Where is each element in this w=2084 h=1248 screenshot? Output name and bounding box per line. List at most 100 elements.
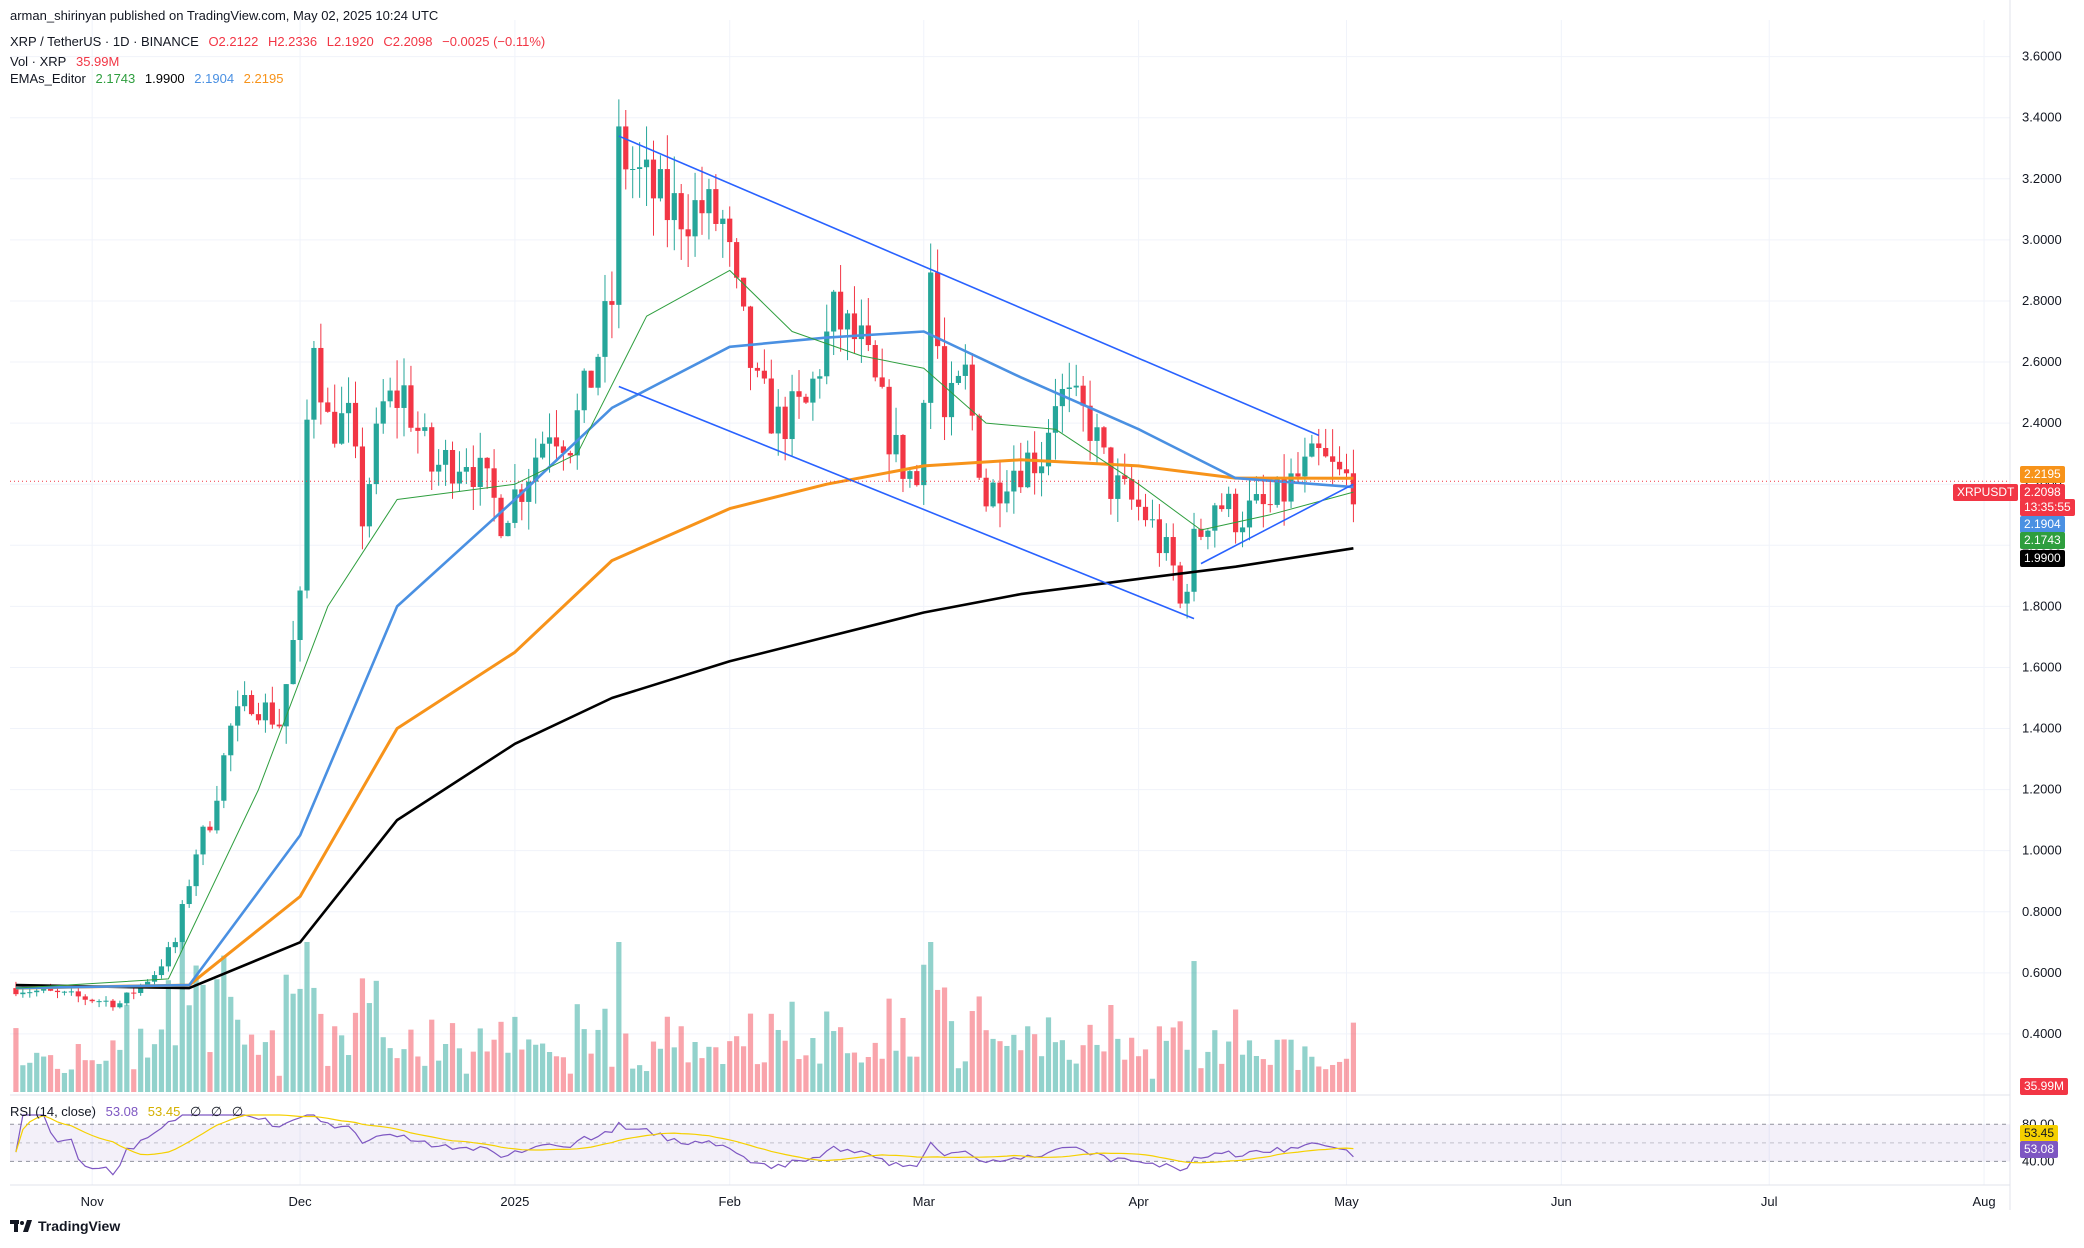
candle-body xyxy=(352,402,359,447)
candle-body xyxy=(907,471,913,479)
volume-bar xyxy=(886,998,892,1092)
candle-body xyxy=(20,992,26,995)
ema-legend[interactable]: EMAs_Editor 2.1743 1.9900 2.1904 2.2195 xyxy=(10,71,289,86)
candle-body xyxy=(789,391,795,440)
volume-bar xyxy=(1281,1039,1287,1092)
volume-bar xyxy=(470,1051,476,1092)
candle-body xyxy=(1219,505,1225,510)
volume-bar xyxy=(442,1044,449,1092)
candle-body xyxy=(401,385,407,408)
volume-bar xyxy=(803,1055,809,1092)
candle-body xyxy=(588,370,594,388)
candle-body xyxy=(449,449,456,484)
price-tick-label: 0.8000 xyxy=(2022,904,2062,919)
price-tick-label: 0.4000 xyxy=(2022,1026,2062,1041)
tag-volume: 35.99M xyxy=(2020,1078,2069,1095)
candle-body xyxy=(782,406,788,440)
volume-bar xyxy=(75,1044,81,1092)
rsi-legend[interactable]: RSI (14, close) 53.08 53.45 ∅ ∅ ∅ xyxy=(10,1104,249,1120)
volume-bar xyxy=(879,1058,885,1092)
candle-body xyxy=(158,966,165,976)
tradingview-logo[interactable]: TradingView xyxy=(10,1218,120,1234)
volume-bar xyxy=(484,1051,490,1092)
candle-body xyxy=(650,159,657,199)
volume-bar xyxy=(1004,1045,1010,1092)
volume-bar xyxy=(650,1041,657,1092)
candle-body xyxy=(1163,537,1169,554)
candle-body xyxy=(1198,528,1204,537)
volume-bar xyxy=(734,1036,740,1092)
volume-bar xyxy=(526,1039,532,1092)
price-tick-label: 1.2000 xyxy=(2022,782,2062,797)
volume-bar xyxy=(1094,1044,1100,1092)
volume-bar xyxy=(103,1060,109,1092)
volume-bar xyxy=(1239,1054,1246,1092)
candle-body xyxy=(1135,499,1142,507)
volume-bar xyxy=(138,1028,144,1092)
volume-bar xyxy=(221,955,227,1092)
volume-bar xyxy=(1080,1045,1086,1092)
candle-body xyxy=(1032,452,1038,474)
price-tick-label: 0.6000 xyxy=(2022,965,2062,980)
volume-bar xyxy=(817,1063,823,1092)
rsi-extra-2: ∅ xyxy=(210,1104,223,1119)
volume-bar xyxy=(505,1052,511,1092)
volume-bar xyxy=(616,942,622,1092)
price-tick-label: 1.8000 xyxy=(2022,598,2062,613)
volume-bar xyxy=(1336,1061,1343,1092)
candle-body xyxy=(1142,506,1149,521)
candle-body xyxy=(262,702,269,721)
candle-body xyxy=(269,702,275,725)
price-tick-label: 3.6000 xyxy=(2022,49,2062,64)
ohlc-change: −0.0025 (−0.11%) xyxy=(442,34,546,49)
volume-bar xyxy=(131,1069,137,1092)
candle-body xyxy=(935,272,941,347)
volume-bar xyxy=(290,993,296,1092)
volume-bar xyxy=(692,1042,698,1092)
candle-body xyxy=(810,378,816,403)
candle-body xyxy=(13,988,19,995)
plot-area xyxy=(10,20,2010,1185)
candle-body xyxy=(429,427,435,472)
volume-bar xyxy=(276,1075,282,1092)
volume-legend[interactable]: Vol · XRP 35.99M xyxy=(10,54,125,69)
time-tick-label: Dec xyxy=(288,1194,312,1209)
candle-body xyxy=(540,443,546,458)
candle-body xyxy=(193,854,199,887)
volume-bar xyxy=(269,1030,275,1092)
volume-bar xyxy=(1219,1063,1225,1092)
candle-body xyxy=(1288,473,1294,502)
volume-bar xyxy=(1316,1066,1322,1092)
symbol-title[interactable]: XRP / TetherUS · 1D · BINANCE xyxy=(10,34,199,49)
volume-bar xyxy=(380,1037,386,1092)
candle-body xyxy=(962,364,968,376)
price-tick-label: 1.0000 xyxy=(2022,843,2062,858)
volume-bar xyxy=(664,1016,670,1092)
volume-bar xyxy=(1184,1049,1190,1092)
candle-body xyxy=(151,975,158,982)
candle-body xyxy=(1239,527,1246,533)
candle-body xyxy=(34,990,40,993)
volume-bar xyxy=(429,1019,435,1092)
candle-body xyxy=(290,640,296,685)
volume-bar xyxy=(969,1011,975,1092)
tag-symbol[interactable]: XRPUSDT xyxy=(1953,484,2019,501)
candle-body xyxy=(1309,443,1315,457)
volume-bar xyxy=(13,1028,19,1092)
ohlc-close: C2.2098 xyxy=(383,34,433,49)
candle-body xyxy=(311,347,317,420)
candle-body xyxy=(124,992,130,1004)
volume-bar xyxy=(955,1068,962,1092)
volume-bar xyxy=(297,988,303,1092)
candle-body xyxy=(844,313,851,330)
candle-body xyxy=(747,306,754,368)
candle-body xyxy=(1170,537,1176,566)
volume-bar xyxy=(720,1064,726,1092)
volume-bar xyxy=(872,1042,878,1092)
candle-body xyxy=(553,437,560,447)
volume-bar xyxy=(553,1056,560,1092)
volume-bar xyxy=(96,1063,102,1092)
time-tick-label: Feb xyxy=(719,1194,741,1209)
candle-body xyxy=(900,434,906,479)
